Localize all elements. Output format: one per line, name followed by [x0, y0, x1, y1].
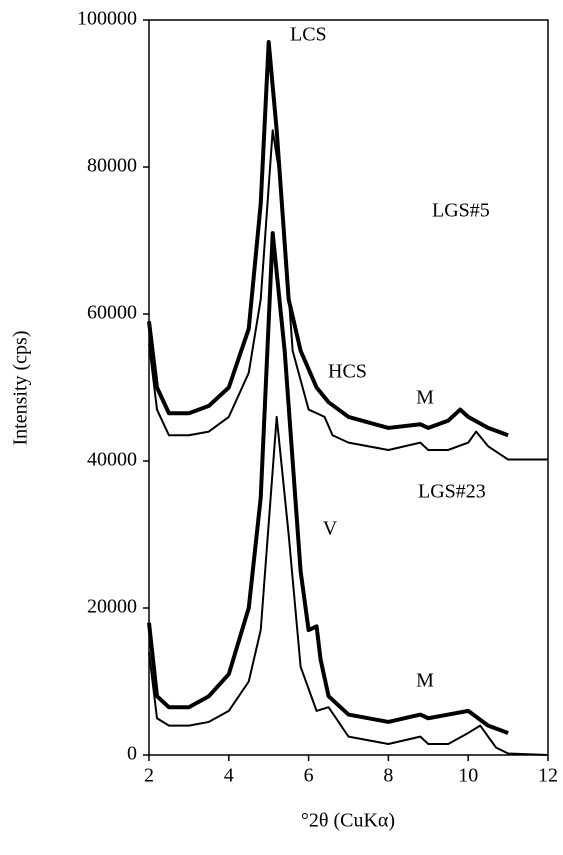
- x-axis-title: °2θ (CuKα): [301, 810, 395, 832]
- data-line: [148, 129, 548, 461]
- annotation: M: [416, 387, 434, 409]
- annotation: V: [323, 518, 338, 540]
- x-tick-label: 4: [224, 765, 234, 787]
- annotation: LGS#23: [418, 481, 486, 503]
- y-tick-label: 0: [127, 743, 137, 765]
- annotation: LCS: [290, 24, 327, 46]
- plot-frame: [148, 19, 549, 756]
- y-tick-label: 20000: [87, 596, 137, 618]
- x-tick-label: 6: [304, 765, 314, 787]
- y-tick-label: 40000: [87, 449, 137, 471]
- data-line: [147, 231, 509, 735]
- y-axis-title: Intensity (cps): [10, 331, 32, 446]
- y-tick-label: 60000: [87, 302, 137, 324]
- data-line: [148, 415, 549, 756]
- y-tick-label: 80000: [87, 155, 137, 177]
- annotation: HCS: [328, 361, 367, 383]
- y-tick-label: 100000: [77, 8, 137, 30]
- annotation: M: [416, 670, 434, 692]
- x-tick-label: 10: [458, 765, 478, 787]
- x-tick-label: 12: [538, 765, 558, 787]
- x-tick-label: 8: [383, 765, 393, 787]
- x-tick-label: 2: [144, 765, 154, 787]
- annotation: LGS#5: [432, 200, 490, 222]
- data-line: [147, 40, 509, 438]
